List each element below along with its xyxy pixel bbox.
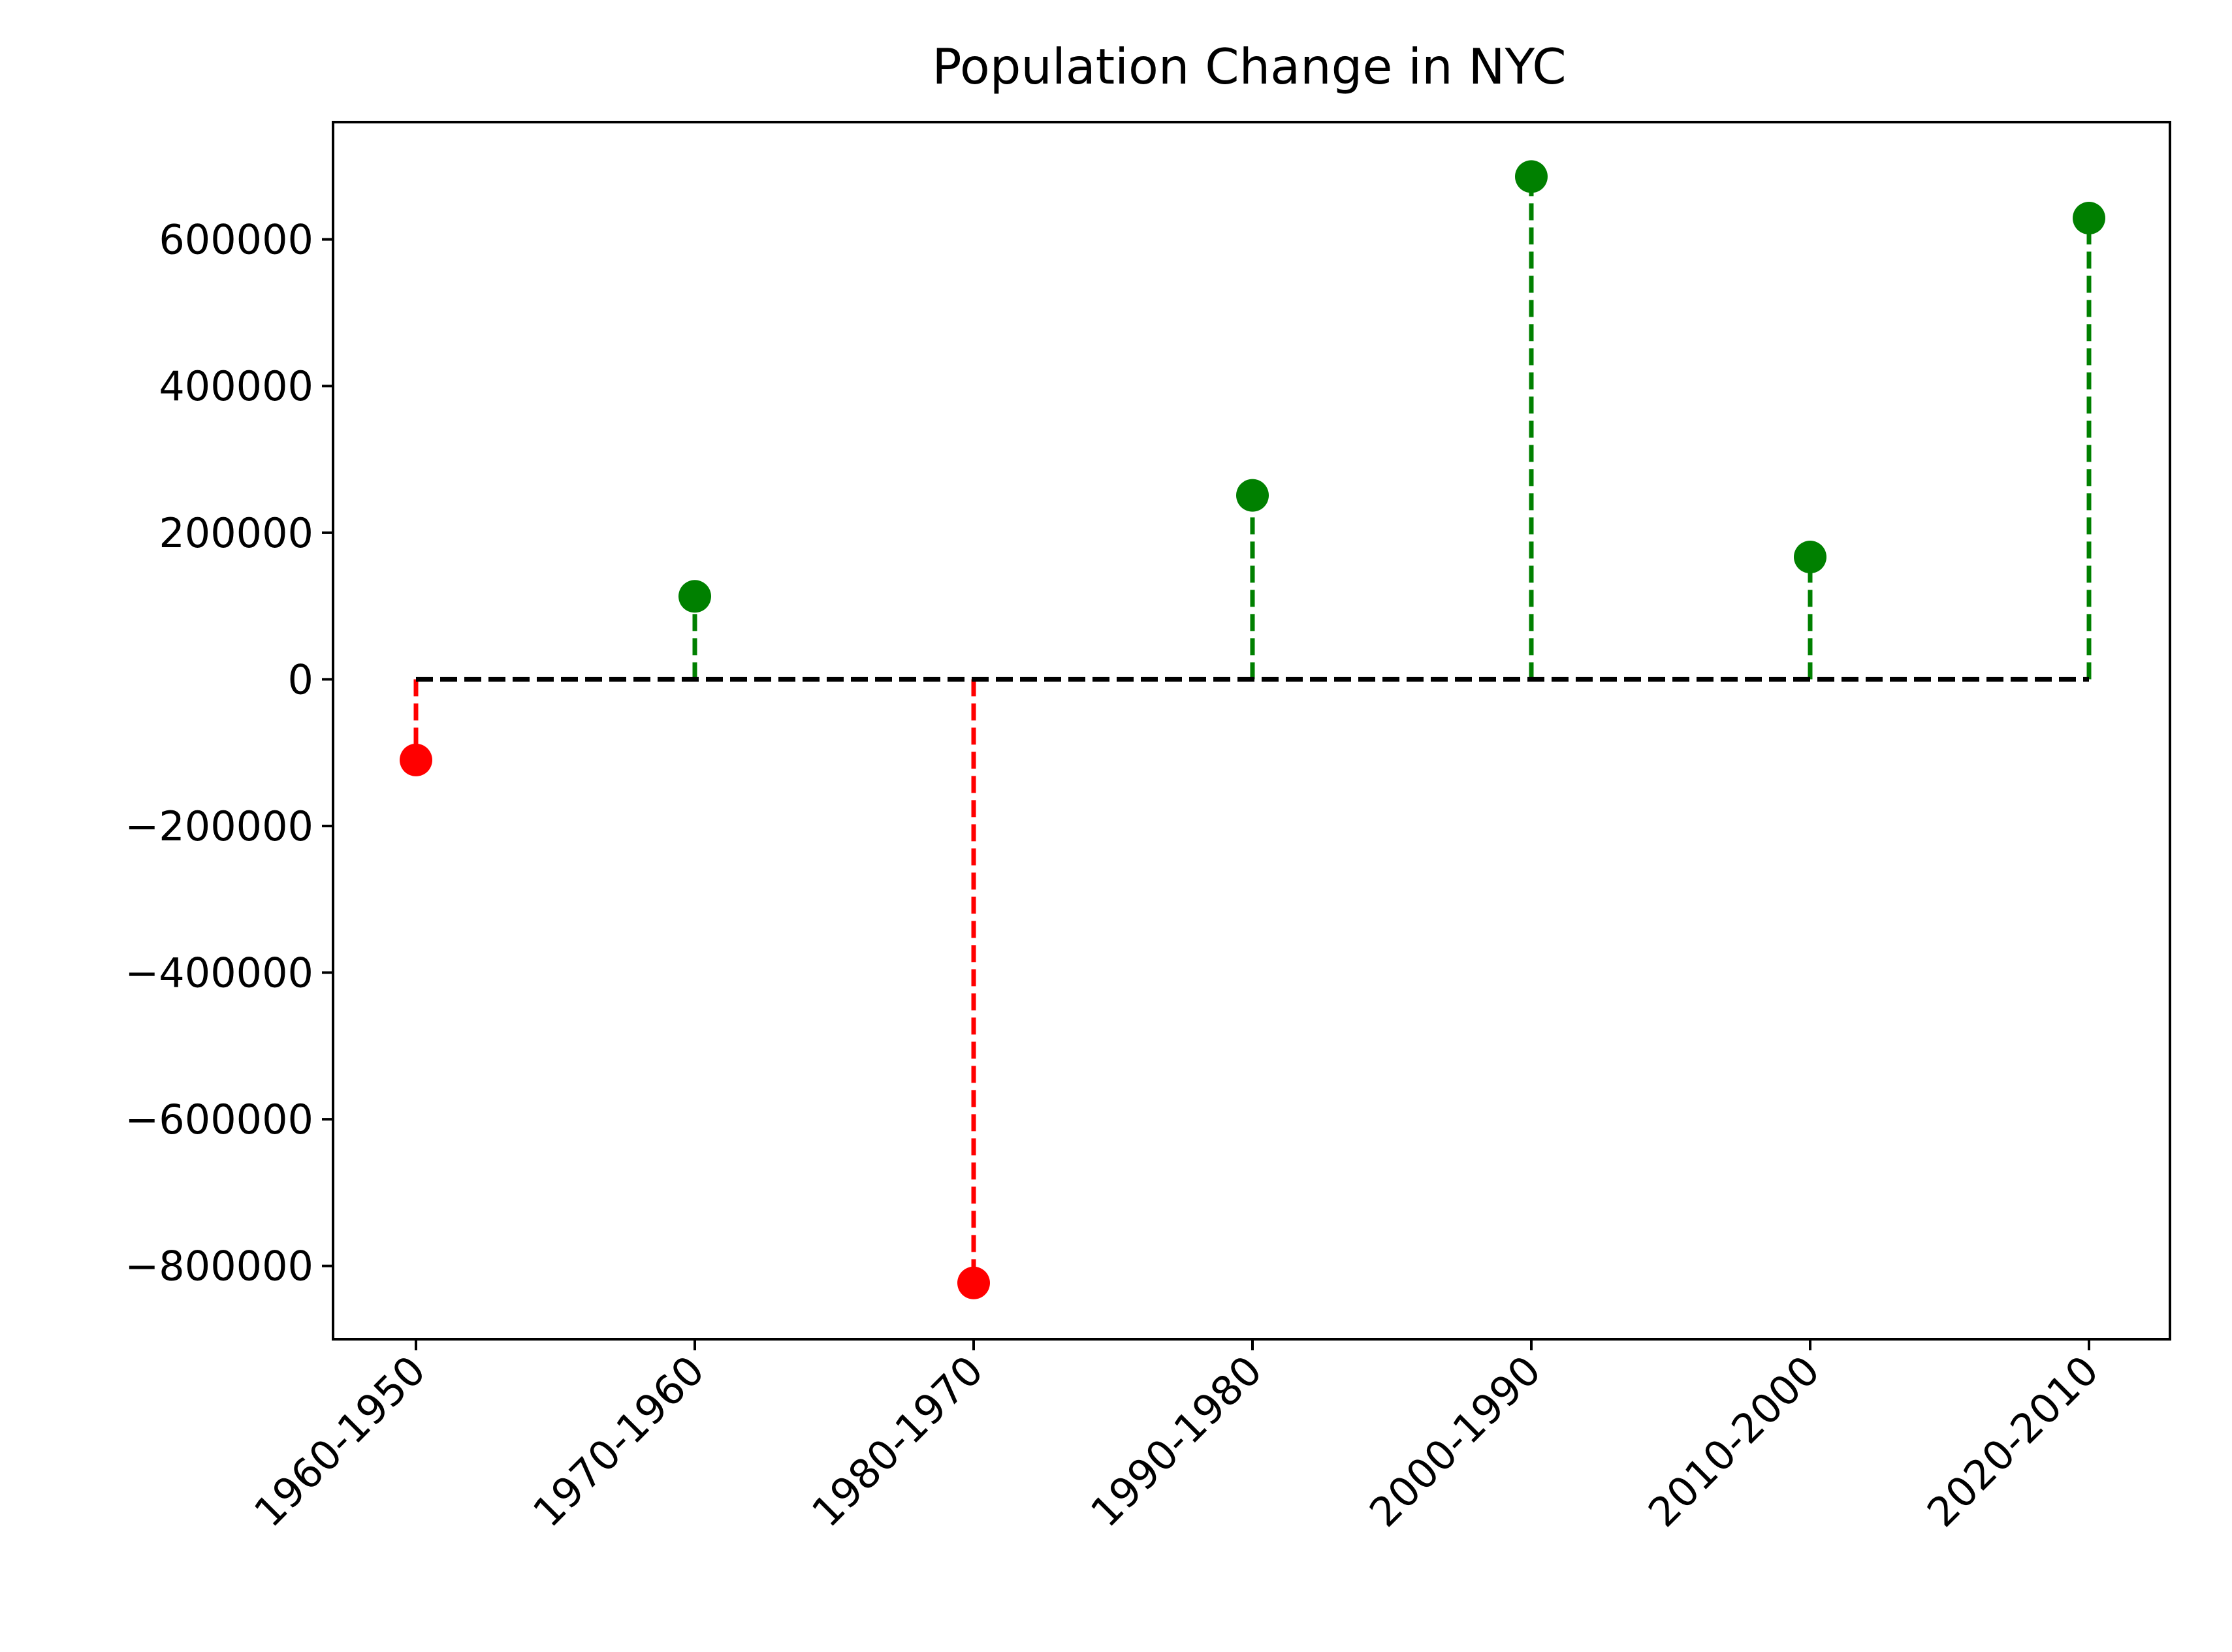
y-tick-label: 600000: [159, 216, 313, 264]
plot-frame: [333, 122, 2170, 1339]
y-tick-label: −200000: [125, 802, 313, 850]
x-tick-label: 1990-1980: [1081, 1346, 1271, 1536]
stem-marker: [1515, 160, 1548, 193]
plot-area: −800000 −600000 −400000 −200000 0 200000 40000…: [125, 122, 2170, 1536]
y-tick-label: 0: [288, 656, 313, 703]
x-tick-label: 2010-2000: [1639, 1346, 1829, 1536]
x-tick-label: 2000-1990: [1360, 1346, 1550, 1536]
stem-marker: [1236, 479, 1269, 512]
x-tick-label: 1980-1970: [803, 1346, 993, 1536]
stem-marker: [400, 744, 432, 776]
stem-marker: [2073, 202, 2105, 234]
y-tick-label: −800000: [125, 1243, 313, 1290]
x-tick-label: 1970-1960: [524, 1346, 714, 1536]
y-tick-label: 400000: [159, 362, 313, 410]
x-tick-label: 1960-1950: [245, 1346, 435, 1536]
y-tick-label: −600000: [125, 1096, 313, 1143]
stem-marker: [678, 580, 711, 612]
chart-title: Population Change in NYC: [932, 38, 1566, 95]
y-tick-label: −400000: [125, 949, 313, 997]
stem-marker: [1794, 541, 1826, 573]
x-tick-label: 2020-2010: [1918, 1346, 2108, 1536]
stem-marker: [957, 1267, 990, 1299]
y-tick-label: 200000: [159, 509, 313, 557]
